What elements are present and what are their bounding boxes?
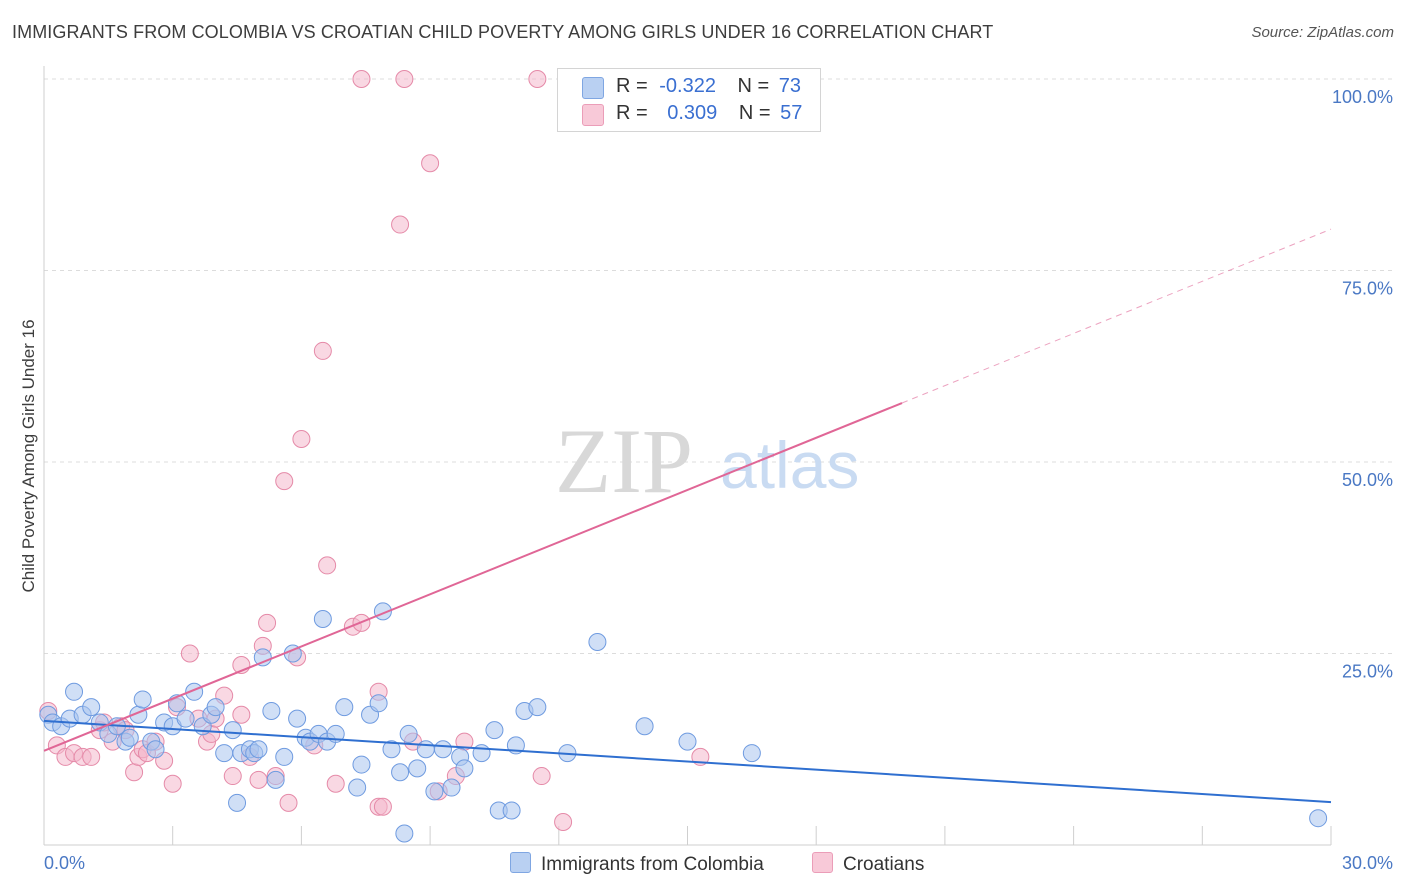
trend-lines [43,228,1332,804]
y-axis-title: Child Poverty Among Girls Under 16 [19,319,38,592]
colombia-point [588,633,607,652]
legend-r-label: R = [616,75,648,97]
colombia-point [313,610,332,629]
x-tick-label: 30.0% [1342,853,1393,873]
bottom-legend-swatch-croatian [812,852,833,873]
croatian-trend-extension [901,228,1332,404]
source-label: Source: ZipAtlas.com [1251,24,1394,41]
croatian-point [352,70,371,88]
colombia-point [133,690,152,709]
colombia-point [249,740,268,759]
croatian-point [528,70,547,88]
correlation-legend: R = -0.322 N = 73 R = 0.309 N = 57 [557,68,821,132]
bottom-legend-swatch-colombia [510,852,531,873]
watermark: ZIP atlas [555,410,859,512]
croatian-point [163,774,182,793]
croatian-point [554,813,573,832]
croatian-point [223,767,242,786]
croatian-point [258,613,277,632]
colombia-point [472,744,491,763]
croatian-point [532,767,551,786]
colombia-point [335,698,354,717]
croatian-point [391,215,410,234]
colombia-point [253,648,272,667]
croatian-point [292,430,311,449]
colombia-point [395,824,414,843]
colombia-point [485,721,504,740]
colombia-point [391,763,410,782]
colombia-point [223,721,242,740]
y-tick-label: 100.0% [1332,87,1393,107]
bottom-legend-croatian: Croatians [812,852,924,876]
legend-swatch-croatian [582,104,604,126]
y-tick-label: 75.0% [1342,279,1393,299]
colombia-point [1309,809,1328,828]
legend-n-value-croatian: 57 [780,102,803,124]
bottom-legend-colombia: Immigrants from Colombia [510,852,764,876]
watermark-zip: ZIP [555,410,693,512]
y-tick-label: 25.0% [1342,662,1393,682]
colombia-point [408,759,427,778]
colombia-point [176,709,195,728]
legend-swatch-colombia [582,77,604,99]
croatian-point [125,763,144,782]
colombia-point [228,793,247,812]
colombia-point [369,694,388,713]
colombia-point [262,701,281,720]
croatian-point [313,341,332,360]
croatian-point [249,770,268,789]
legend-n-label: N = [738,102,771,124]
colombia-point [215,744,234,763]
colombia-point [442,778,461,797]
colombia-point [382,740,401,759]
croatian-trend-line [43,402,903,752]
colombia-points [39,602,1328,843]
bottom-legend-label-colombia: Immigrants from Colombia [541,854,764,875]
croatian-point [318,556,337,575]
colombia-point [635,717,654,736]
colombia-point [82,698,101,717]
croatian-point [232,705,251,724]
colombia-point [678,732,697,751]
x-tick-label: 0.0% [44,853,85,873]
colombia-point [352,755,371,774]
y-tick-label: 50.0% [1342,470,1393,490]
colombia-point [120,728,139,747]
legend-r-value-colombia: -0.322 [659,75,716,97]
colombia-point [742,744,761,763]
colombia-point [528,698,547,717]
colombia-point [288,709,307,728]
colombia-point [348,778,367,797]
colombia-point [416,740,435,759]
colombia-point [399,724,418,743]
colombia-trend-line [43,719,1332,804]
colombia-point [502,801,521,820]
croatian-point [180,644,199,663]
croatian-point [395,70,414,88]
croatian-point [373,797,392,816]
croatian-point [82,747,101,766]
croatian-point [421,154,440,173]
colombia-point [455,759,474,778]
chart-title: IMMIGRANTS FROM COLOMBIA VS CROATIAN CHI… [12,22,994,42]
colombia-point [65,682,84,701]
legend-r-value-croatian: 0.309 [667,102,718,124]
colombia-point [433,740,452,759]
colombia-point [266,770,285,789]
tick-labels: 25.0% 50.0% 75.0% 100.0% 0.0% 30.0% [44,87,1393,873]
legend-r-label: R = [616,102,648,124]
croatian-point [279,793,298,812]
watermark-atlas: atlas [720,428,859,502]
colombia-point [425,782,444,801]
colombia-point [275,747,294,766]
colombia-point [146,740,165,759]
croatian-point [275,472,294,491]
legend-n-value-colombia: 73 [778,75,802,97]
colombia-point [206,698,225,717]
bottom-legend-label-croatian: Croatians [843,854,925,875]
legend-n-label: N = [737,75,770,97]
gridlines [44,78,1395,654]
croatian-point [326,774,345,793]
